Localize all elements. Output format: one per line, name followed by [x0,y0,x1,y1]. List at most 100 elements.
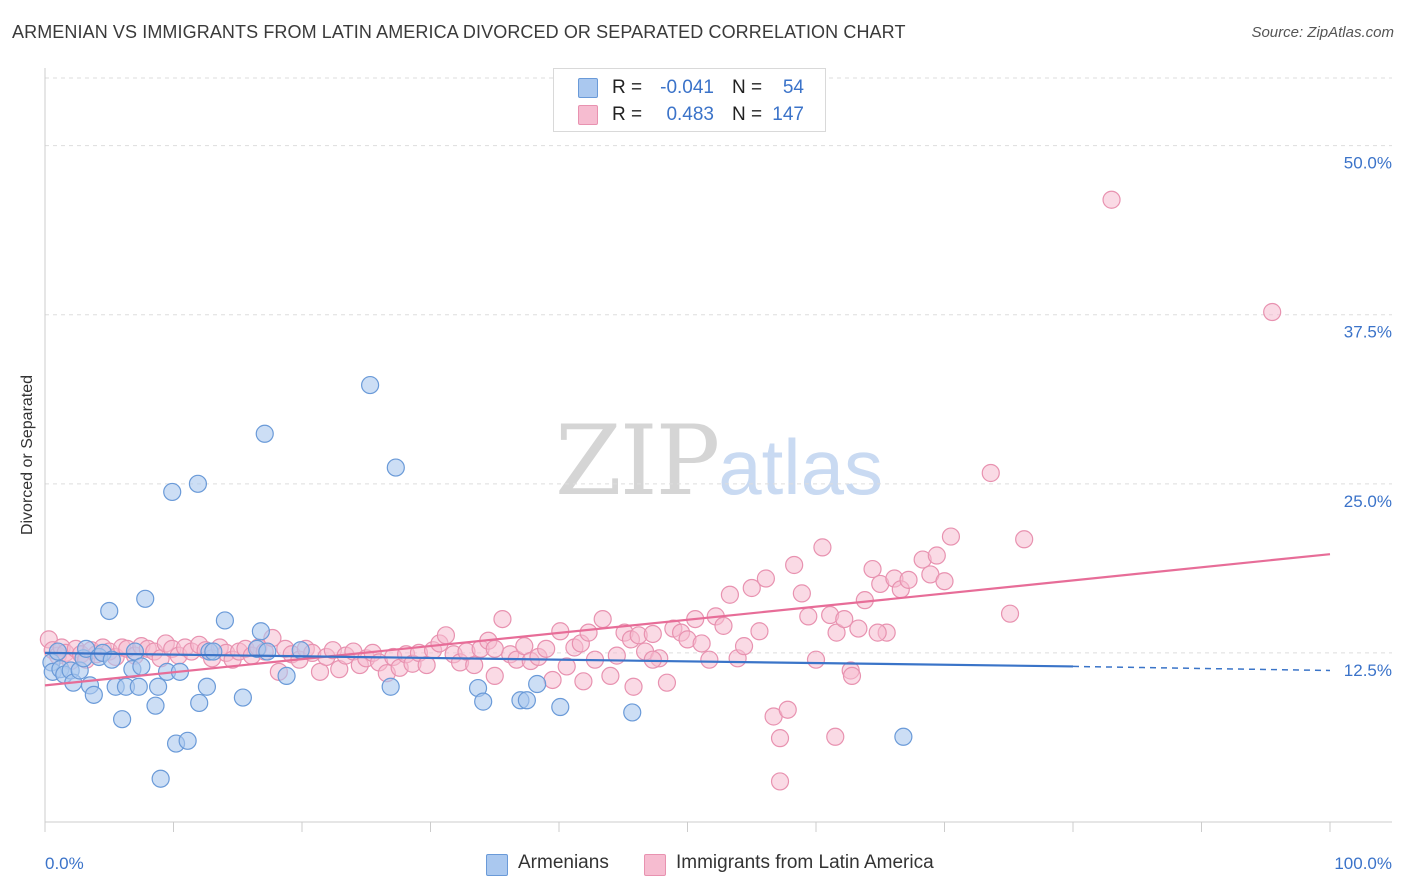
x-tick-label-min: 0.0% [45,854,84,873]
armenian-point [148,677,168,696]
latin-point [806,650,826,669]
armenian-point [197,677,217,696]
armenian-point [151,769,170,788]
armenian-point [623,703,642,722]
correlation-legend: R = -0.041 N = 54 R = 0.483 N = 147 [553,68,826,132]
latin-point [643,650,662,669]
latin-point [826,727,845,746]
n-label: N = [732,77,763,98]
y-tick-label: 50.0% [1344,154,1392,173]
armenian-point [277,666,296,686]
latin-point [935,572,954,591]
armenian-point [528,674,547,694]
armenian-point [178,731,197,750]
armenian-point [381,677,400,696]
chart-title: ARMENIAN VS IMMIGRANTS FROM LATIN AMERIC… [12,22,906,42]
latin-point [537,639,556,658]
latin-point [835,609,854,629]
legend-label-latin: Immigrants from Latin America [676,852,934,873]
series-latin-points [39,190,1282,791]
armenian-point [84,685,103,704]
latin-point [799,607,818,626]
latin-point [849,619,868,638]
r-value: 0.483 [666,104,714,125]
armenian-point [894,727,913,746]
blue-swatch-icon [578,78,598,98]
source-label: Source: ZipAtlas.com [1251,24,1394,41]
pink-swatch-icon [644,854,666,876]
latin-point [927,546,946,565]
x-tick-label-max: 100.0% [1334,854,1392,873]
latin-point [579,623,598,642]
armenian-point [190,693,209,713]
latin-point [750,622,769,641]
armenian-point [163,482,182,502]
latin-point [813,538,832,557]
tick-labels: 12.5% 25.0% 37.5% 50.0% 0.0% 100.0% [45,154,1392,873]
n-value: 147 [772,104,804,125]
watermark: ZIPatlas [555,405,883,517]
r-label: R = [612,77,643,98]
armenian-point [474,692,493,711]
latin-point [941,527,961,546]
latin-point [485,666,504,686]
armenian-point [551,697,570,717]
armenian-trend-extension [1072,665,1331,672]
n-value: 54 [782,77,804,98]
y-tick-label: 37.5% [1344,323,1392,342]
latin-point [1000,604,1020,623]
latin-point [557,657,576,676]
latin-point [792,584,811,603]
latin-point [734,637,754,656]
latin-point [1263,302,1282,322]
armenian-point [251,622,270,641]
axes [44,68,1392,832]
latin-point [601,666,620,686]
latin-point [692,634,711,653]
armenian-trend-line [44,651,1074,668]
latin-point [981,463,1000,483]
latin-point [720,585,740,604]
grid [45,77,1392,654]
trend-lines [44,553,1331,687]
legend-label-armenians: Armenians [518,852,609,873]
armenian-point [102,650,121,669]
latin-point [700,650,719,669]
armenian-point [255,424,274,443]
y-tick-label: 25.0% [1344,492,1392,511]
latin-trend-line [44,553,1331,687]
watermark-atlas: atlas [718,423,883,511]
latin-point [465,655,484,675]
armenian-point [386,458,405,477]
latin-point [714,616,733,635]
latin-point [657,673,677,692]
armenian-point [215,611,234,630]
latin-point [842,666,862,686]
latin-point [778,700,797,719]
blue-swatch-icon [486,854,508,876]
latin-point [863,559,882,579]
r-label: R = [612,104,643,125]
latin-point [899,570,918,589]
armenian-point [258,642,277,661]
armenian-point [129,677,148,696]
armenian-point [517,691,536,710]
latin-point [742,578,761,598]
armenian-point [100,601,119,621]
latin-point [785,555,804,575]
latin-point [770,729,790,748]
latin-point [574,672,593,691]
y-tick-label: 12.5% [1344,661,1392,680]
latin-point [624,677,643,696]
armenian-point [188,474,208,493]
armenian-point [112,710,132,729]
latin-point [827,623,846,642]
r-value: -0.041 [660,77,714,98]
latin-point [493,609,512,629]
armenian-point [361,375,380,395]
series-armenians-points [42,375,913,788]
latin-point [770,772,790,791]
latin-point [485,639,504,658]
latin-point [593,609,612,629]
